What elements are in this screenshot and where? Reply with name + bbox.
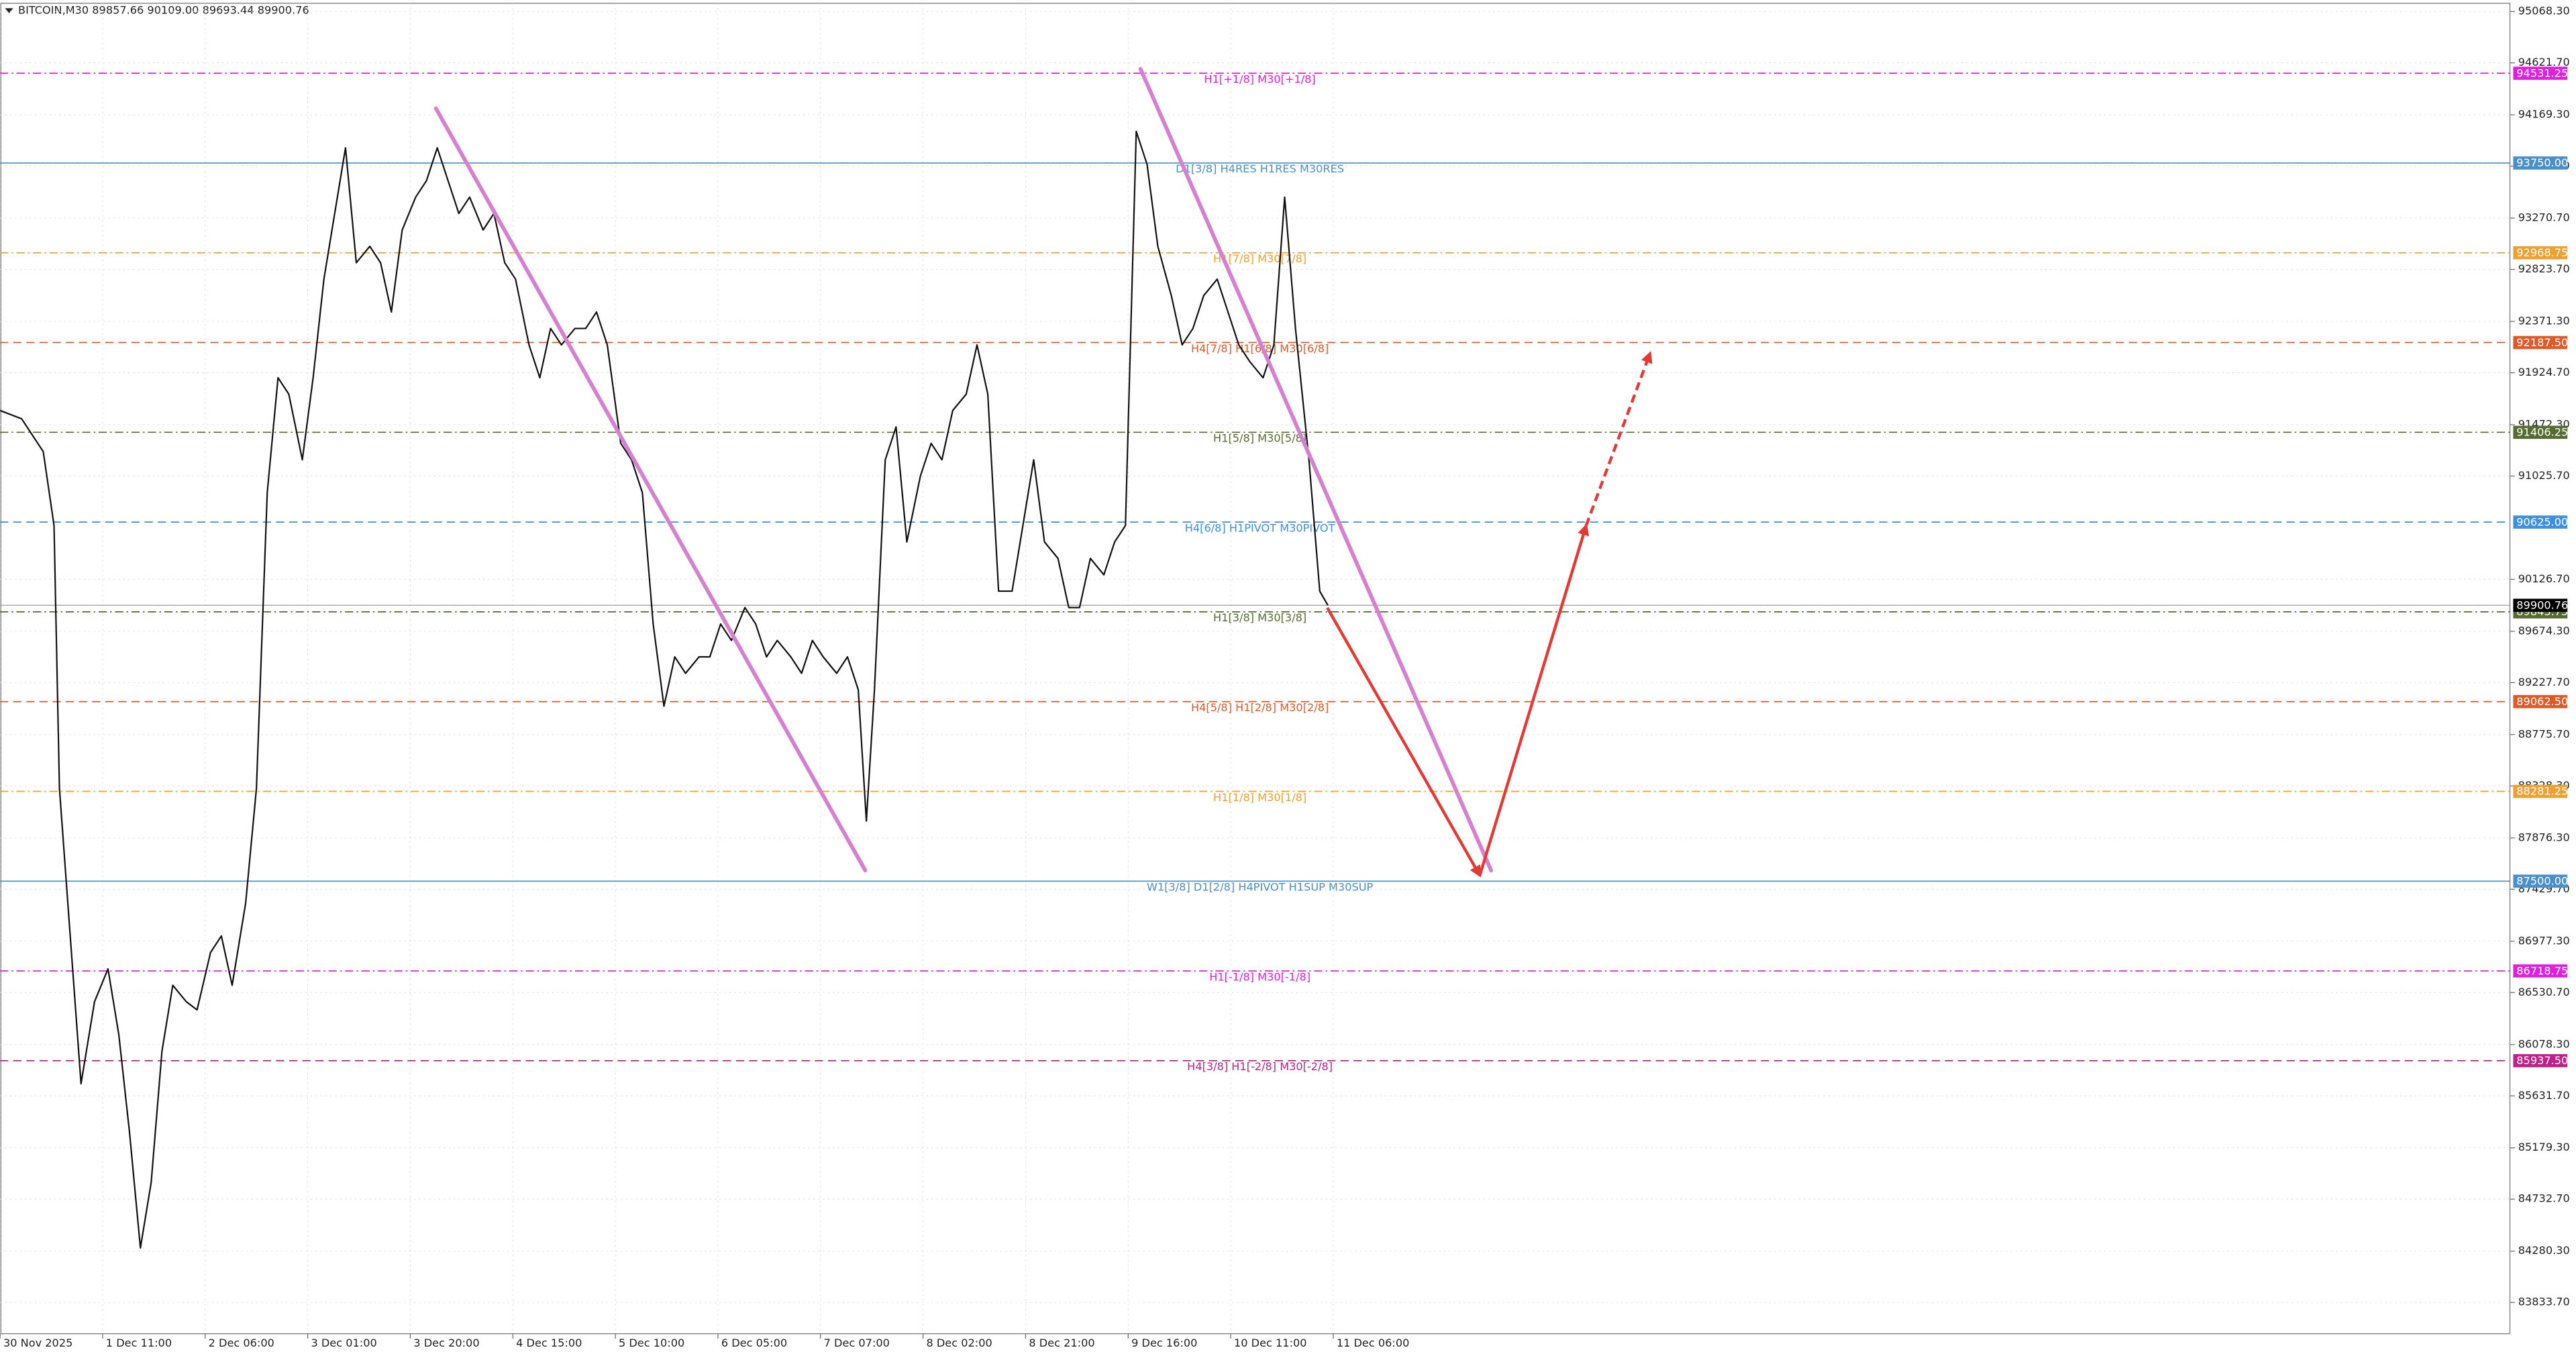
chart-title: BITCOIN,M30 89857.66 90109.00 89693.44 8… [18, 3, 309, 16]
price-tag-label: 90625.00 [2516, 515, 2568, 528]
price-tag [2513, 246, 2568, 260]
price-tag [2513, 156, 2568, 170]
price-line [0, 130, 1329, 1249]
price-tag [2513, 515, 2568, 529]
level-name: H1[-1/8] M30[-1/8] [1209, 970, 1310, 983]
projection-arrow [1326, 607, 1482, 878]
y-tick-label: 85179.30 [2518, 1141, 2570, 1153]
trendline [1138, 66, 1494, 873]
level-name: H4[6/8] H1PIVOT M30PIVOT [1185, 521, 1335, 534]
price-tag [2513, 694, 2568, 709]
y-tick-label: 94621.70 [2518, 56, 2570, 68]
price-tag [2513, 425, 2568, 439]
y-tick-label: 84280.30 [2518, 1244, 2570, 1257]
price-tag-label: 88281.25 [2516, 785, 2568, 798]
y-tick-label: 87876.30 [2518, 831, 2570, 843]
x-tick-label: 3 Dec 01:00 [311, 1337, 376, 1349]
price-tag-label: 85937.50 [2516, 1054, 2568, 1067]
level-name: H4[5/8] H1[2/8] M30[2/8] [1191, 701, 1329, 714]
price-tag [2513, 964, 2568, 978]
price-tag-label: 91406.25 [2516, 426, 2568, 439]
price-tag-label: 87500.00 [2516, 875, 2568, 888]
y-tick-label: 83833.70 [2518, 1296, 2570, 1308]
x-tick-label: 8 Dec 21:00 [1029, 1337, 1094, 1349]
x-tick-label: 5 Dec 10:00 [619, 1337, 684, 1349]
x-tick-label: 9 Dec 16:00 [1131, 1337, 1197, 1349]
price-tag-label: 92968.75 [2516, 246, 2568, 259]
x-tick-label: 30 Nov 2025 [3, 1337, 72, 1349]
y-tick-label: 86530.70 [2518, 986, 2570, 998]
y-tick-label: 93270.70 [2518, 211, 2570, 224]
price-tag [2513, 874, 2568, 888]
y-tick-label: 92371.30 [2518, 315, 2570, 327]
y-tick-label: 86078.30 [2518, 1037, 2570, 1050]
x-tick-label: 4 Dec 15:00 [516, 1337, 582, 1349]
current-price-label: 89900.76 [2516, 598, 2568, 611]
symbol-menu-icon[interactable] [5, 8, 13, 13]
projection-arrow [1584, 351, 1653, 527]
level-name: H1[5/8] M30[5/8] [1213, 432, 1306, 445]
price-tag [2513, 66, 2568, 80]
level-name: H1[7/8] M30[7/8] [1213, 252, 1306, 265]
y-tick-label: 92823.70 [2518, 262, 2570, 275]
price-tag-label: 86718.75 [2516, 964, 2568, 977]
price-tag-label: 89062.50 [2516, 695, 2568, 708]
y-tick-label: 90126.70 [2518, 572, 2570, 585]
price-tag-label: 93750.00 [2516, 156, 2568, 169]
plot-frame [0, 3, 2511, 1335]
x-tick-label: 11 Dec 06:00 [1337, 1337, 1410, 1349]
y-tick-label: 86977.30 [2518, 934, 2570, 947]
x-tick-label: 2 Dec 06:00 [209, 1337, 274, 1349]
y-tick-label: 94169.30 [2518, 108, 2570, 121]
y-tick-label: 91025.70 [2518, 469, 2570, 482]
level-name: H1[+1/8] M30[+1/8] [1204, 72, 1316, 85]
level-name: H1[1/8] M30[1/8] [1213, 791, 1306, 804]
y-tick-label: 89227.70 [2518, 676, 2570, 688]
price-tag [2513, 1054, 2568, 1067]
y-tick-label: 85631.70 [2518, 1089, 2570, 1102]
y-tick-label: 84732.70 [2518, 1192, 2570, 1205]
level-name: H4[3/8] H1[-2/8] M30[-2/8] [1187, 1060, 1333, 1073]
x-tick-label: 3 Dec 20:00 [413, 1337, 479, 1349]
price-tag [2513, 335, 2568, 350]
x-tick-label: 10 Dec 11:00 [1234, 1337, 1307, 1349]
level-name: D1[3/8] H4RES H1RES M30RES [1176, 162, 1344, 175]
x-tick-label: 7 Dec 07:00 [824, 1337, 890, 1349]
y-tick-label: 91924.70 [2518, 366, 2570, 378]
y-tick-label: 95068.30 [2518, 5, 2570, 17]
level-name: H1[3/8] M30[3/8] [1213, 611, 1306, 624]
current-price-tag [2513, 598, 2568, 612]
level-name: H4[7/8] H1[6/8] M30[6/8] [1191, 342, 1329, 355]
level-name: W1[3/8] D1[2/8] H4PIVOT H1SUP M30SUP [1147, 881, 1374, 894]
price-tag-label: 94531.25 [2516, 66, 2568, 79]
y-tick-label: 89674.30 [2518, 624, 2570, 637]
price-tag [2513, 784, 2568, 798]
projection-arrow [1478, 523, 1590, 876]
y-tick-label: 88775.70 [2518, 727, 2570, 740]
x-tick-label: 6 Dec 05:00 [721, 1337, 787, 1349]
x-tick-label: 1 Dec 11:00 [106, 1337, 172, 1349]
trendline [433, 106, 868, 873]
x-tick-label: 8 Dec 02:00 [926, 1337, 992, 1349]
price-tag-label: 92187.50 [2516, 336, 2568, 349]
